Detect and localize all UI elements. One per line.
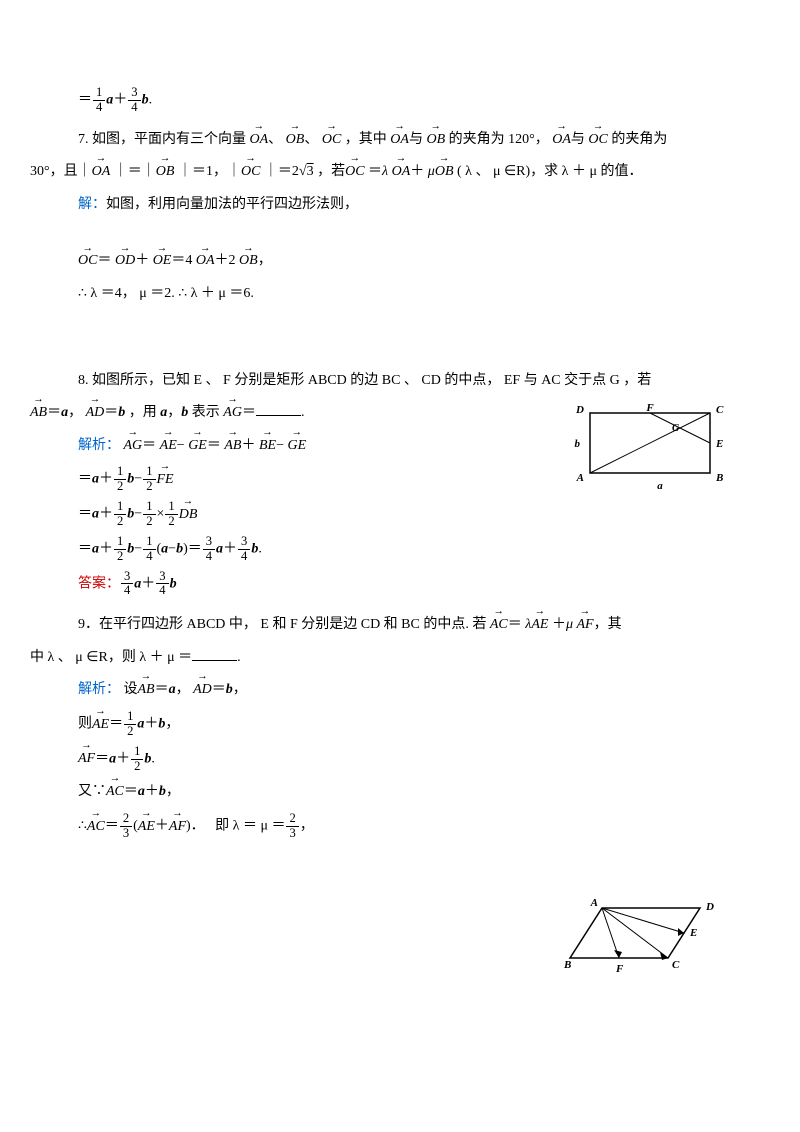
p8-sol1: 解析： AG＝ AE− GE＝ AB＋ BE− GE (78, 433, 770, 460)
p7-eq: OC＝ OD＋ OE＝4 OA＋2 OB， (78, 248, 770, 275)
vec-OA: OA (552, 127, 571, 154)
p7-solution: 解：如图，利用向量加法的平行四边形法则， (78, 192, 770, 219)
svg-text:C: C (672, 959, 680, 971)
analysis-label: 解析： (78, 438, 120, 453)
frac: 34 (128, 86, 140, 115)
document-body: ＝14a＋34b. 7. 如图，平面内有三个向量 OA、 OB、 OC ，其中 … (30, 86, 770, 841)
blank-fill (256, 401, 301, 416)
p9-line1: 9．在平行四边形 ABCD 中， E 和 F 分别是边 CD 和 BC 的中点.… (78, 612, 770, 639)
vec-OC: OC (322, 127, 341, 154)
p7-line2: 30°，且｜OA ｜＝｜OB ｜＝1，｜OC ｜＝2√3 ，若OC ＝λ OA＋… (30, 159, 770, 186)
eq-top: ＝14a＋34b. (78, 86, 770, 115)
p8-answer: 答案：34a＋34b (78, 570, 770, 599)
p8-sol4: ＝a＋12b−14(a−b)＝34a＋34b. (78, 535, 770, 564)
p7-line1: 7. 如图，平面内有三个向量 OA、 OB、 OC ，其中 OA与 OB 的夹角… (78, 127, 770, 154)
solution-label: 解： (78, 197, 106, 212)
p9-sol4: 又∵AC＝a＋b， (78, 779, 770, 806)
answer-label: 答案： (78, 576, 120, 591)
svg-text:B: B (563, 959, 571, 971)
p8-line1: 8. 如图所示，已知 E 、 F 分别是矩形 ABCD 的边 BC 、 CD 的… (78, 368, 770, 395)
vec-OB: OB (286, 127, 305, 154)
p9-sol3: AF＝a＋12b. (78, 745, 770, 774)
svg-text:D: D (705, 901, 714, 913)
svg-text:F: F (615, 963, 624, 975)
parallelogram-figure: A D E B F C (560, 896, 720, 981)
p8-sol2: ＝a＋12b−12FE (78, 465, 770, 494)
frac: 14 (93, 86, 105, 115)
var-b: b (142, 93, 149, 108)
svg-text:E: E (689, 927, 697, 939)
p9-sol1: 解析： 设AB＝a， AD＝b， (78, 677, 770, 704)
p8-sol3: ＝a＋12b−12×12DB (78, 500, 770, 529)
text: ＝ (78, 93, 92, 108)
p9-sol2: 则AE＝12a＋b， (78, 710, 770, 739)
vec-OC: OC (588, 127, 607, 154)
p7-conclusion: ∴ λ ＝4， μ ＝2. ∴ λ ＋ μ ＝6. (78, 281, 770, 308)
svg-text:A: A (590, 897, 598, 909)
p9-sol5: ∴AC＝23(AE＋AF)． 即 λ ＝ μ ＝23， (78, 812, 770, 841)
blank-fill (192, 646, 237, 661)
analysis-label: 解析： (78, 682, 120, 697)
